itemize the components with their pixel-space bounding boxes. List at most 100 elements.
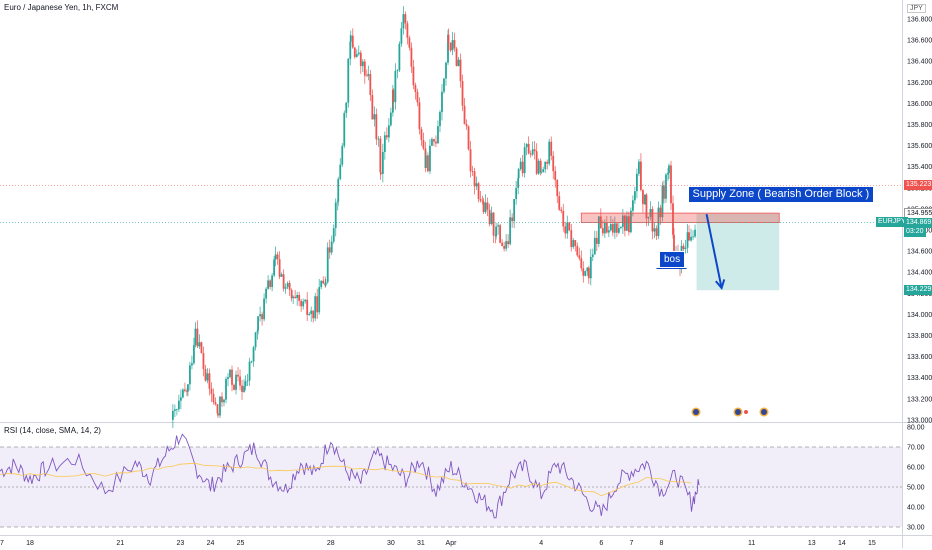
candle-body bbox=[427, 155, 429, 172]
candle-body bbox=[445, 62, 447, 79]
candle-body bbox=[410, 47, 413, 67]
price-tick-label: 136.400 bbox=[907, 59, 932, 66]
candle-body bbox=[621, 215, 624, 227]
candle-body bbox=[394, 70, 397, 103]
time-tick-label: 30 bbox=[387, 540, 395, 547]
candle-body bbox=[511, 217, 514, 222]
candle-body bbox=[449, 42, 452, 51]
candle-body bbox=[379, 172, 382, 174]
candle-body bbox=[495, 226, 497, 237]
candle-body bbox=[261, 314, 263, 320]
candle-body bbox=[219, 396, 221, 416]
time-tick-label: 8 bbox=[660, 540, 664, 547]
candle-body bbox=[252, 347, 255, 362]
currency-label: JPY bbox=[907, 4, 926, 13]
candle-body bbox=[503, 246, 506, 249]
candle-body bbox=[294, 296, 297, 299]
candle-body bbox=[265, 288, 267, 299]
candle-body bbox=[302, 301, 305, 307]
candle-body bbox=[653, 228, 656, 232]
time-tick-label: 14 bbox=[838, 540, 846, 547]
candle-body bbox=[688, 232, 690, 241]
bos-annotation[interactable]: bos bbox=[658, 251, 686, 269]
candle-body bbox=[341, 145, 344, 165]
candle-body bbox=[263, 298, 265, 320]
candle-body bbox=[492, 212, 495, 236]
candle-body bbox=[441, 91, 443, 113]
candle-body bbox=[271, 275, 274, 287]
candle-body bbox=[636, 173, 638, 192]
candle-body bbox=[665, 174, 667, 199]
candle-body bbox=[221, 396, 223, 403]
candle-body bbox=[200, 342, 203, 354]
candle-body bbox=[482, 201, 485, 213]
candle-body bbox=[336, 201, 339, 203]
candle-body bbox=[365, 75, 368, 77]
candle-body bbox=[318, 287, 321, 313]
candle-body bbox=[634, 191, 636, 201]
time-tick-label: 4 bbox=[539, 540, 543, 547]
candle-body bbox=[385, 135, 388, 138]
candle-body bbox=[640, 161, 642, 190]
candle-body bbox=[347, 58, 350, 103]
time-tick-label: 18 bbox=[26, 540, 34, 547]
candle-body bbox=[457, 59, 460, 66]
candle-body bbox=[359, 52, 362, 67]
candle-body bbox=[584, 271, 587, 276]
time-tick-label: 13 bbox=[808, 540, 816, 547]
candle-body bbox=[627, 216, 630, 233]
candle-body bbox=[225, 378, 227, 400]
candle-body bbox=[580, 258, 583, 269]
candle-body bbox=[182, 389, 184, 398]
candle-body bbox=[435, 141, 437, 144]
candle-body bbox=[269, 280, 271, 287]
candle-body bbox=[560, 209, 563, 212]
candle-body bbox=[473, 171, 476, 187]
candle-body bbox=[443, 78, 445, 92]
candle-body bbox=[659, 207, 662, 218]
candle-body bbox=[250, 361, 253, 363]
candle-body bbox=[587, 267, 590, 279]
candle-body bbox=[175, 409, 178, 411]
down-arrow-shaft bbox=[705, 213, 723, 289]
candle-body bbox=[537, 160, 540, 174]
candle-body bbox=[657, 207, 660, 237]
candle-body bbox=[425, 155, 427, 168]
candle-body bbox=[320, 280, 323, 288]
candle-body bbox=[515, 187, 518, 200]
candle-body bbox=[351, 35, 354, 48]
price-tick-label: 136.000 bbox=[907, 101, 932, 108]
price-tick-label: 136.800 bbox=[907, 16, 932, 23]
candle-body bbox=[552, 155, 555, 172]
candle-body bbox=[663, 185, 665, 199]
candle-body bbox=[595, 237, 598, 244]
candle-body bbox=[548, 141, 551, 164]
price-tick-label: 136.200 bbox=[907, 80, 932, 87]
candle-body bbox=[204, 369, 207, 381]
candle-body bbox=[463, 105, 466, 125]
candle-body bbox=[198, 342, 201, 347]
candle-body bbox=[202, 353, 205, 370]
candle-body bbox=[465, 124, 468, 127]
time-tick-label: 6 bbox=[599, 540, 603, 547]
candle-body bbox=[241, 385, 243, 392]
candle-body bbox=[196, 328, 199, 347]
price-tick-label: 133.600 bbox=[907, 354, 932, 361]
supply-zone-annotation[interactable]: Supply Zone ( Bearish Order Block ) bbox=[687, 186, 875, 204]
candle-body bbox=[533, 149, 536, 152]
candle-body bbox=[223, 399, 225, 403]
rsi-series-line bbox=[0, 433, 700, 519]
candle-body bbox=[469, 149, 472, 172]
candle-body bbox=[363, 61, 366, 76]
time-tick-label: 31 bbox=[417, 540, 425, 547]
candle-body bbox=[256, 330, 259, 333]
candle-body bbox=[574, 240, 577, 247]
candle-body bbox=[402, 14, 405, 29]
candle-body bbox=[187, 384, 189, 392]
candle-body bbox=[177, 400, 180, 410]
candle-body bbox=[180, 397, 182, 401]
price-tick-label: 136.600 bbox=[907, 38, 932, 45]
candle-body bbox=[433, 139, 435, 142]
candle-body bbox=[278, 259, 281, 277]
